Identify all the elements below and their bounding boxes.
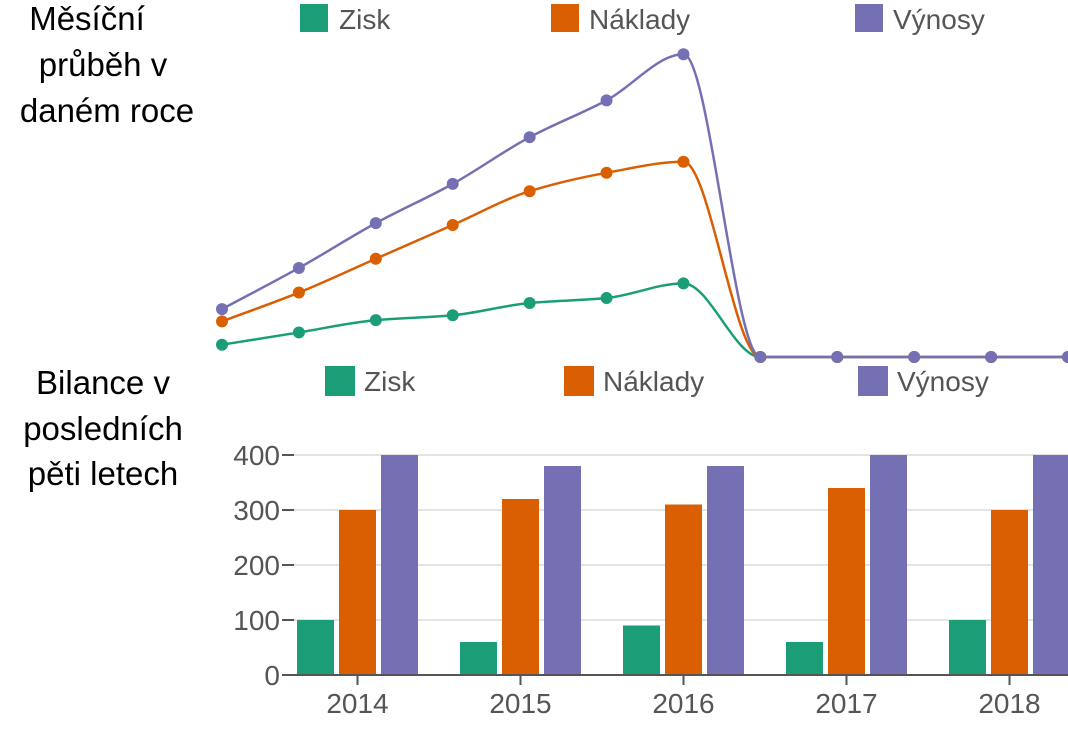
y-tick-label-300: 300 xyxy=(233,495,280,526)
line-point-vynosy-12 xyxy=(1062,351,1068,363)
bar-chart-title-line-3: pěti letech xyxy=(28,455,178,492)
bar-naklady-2016 xyxy=(665,504,702,675)
line-point-naklady-4 xyxy=(446,218,459,231)
y-tick-label-200: 200 xyxy=(233,550,280,581)
line-point-zisk-7 xyxy=(677,277,690,290)
line-point-vynosy-7 xyxy=(677,48,690,61)
legend-swatch-zisk xyxy=(325,366,355,396)
line-point-vynosy-3 xyxy=(369,217,382,230)
legend-swatch-vynosy xyxy=(855,4,883,32)
line-point-naklady-2 xyxy=(292,286,305,299)
bar-zisk-2017 xyxy=(786,642,823,675)
bar-vynosy-2014 xyxy=(381,455,418,675)
bar-zisk-2016 xyxy=(623,625,660,675)
line-series-vynosy xyxy=(221,53,1068,359)
line-series-naklady xyxy=(221,160,1068,359)
line-point-naklady-7 xyxy=(677,155,690,168)
line-chart-title-line-1: Měsíční xyxy=(29,0,145,37)
line-point-vynosy-9 xyxy=(831,351,844,363)
line-point-vynosy-4 xyxy=(446,177,459,190)
legend-label-zisk: Zisk xyxy=(339,4,391,35)
bar-zisk-2018 xyxy=(949,620,986,675)
legend-label-vynosy: Výnosy xyxy=(893,4,985,35)
line-point-vynosy-1 xyxy=(216,303,228,316)
x-tick-label-2016: 2016 xyxy=(652,688,714,719)
bar-vynosy-2018 xyxy=(1033,455,1068,675)
bar-vynosy-2017 xyxy=(870,455,907,675)
x-tick-label-2014: 2014 xyxy=(326,688,388,719)
y-tick-label-400: 400 xyxy=(233,440,280,471)
bar-axis-group: 0 100 200 300 400 2014 2015 2016 2017 2018 xyxy=(233,440,1068,719)
bar-naklady-2018 xyxy=(991,510,1028,675)
monthly-line-chart: Měsíční průběh v daném roce Zisk Náklady… xyxy=(20,0,1068,363)
line-chart-legend: Zisk Náklady Výnosy xyxy=(300,4,985,35)
line-point-zisk-1 xyxy=(216,338,228,351)
x-tick-label-2015: 2015 xyxy=(489,688,551,719)
legend-swatch-naklady xyxy=(551,4,579,32)
line-point-naklady-5 xyxy=(523,185,536,198)
bar-zisk-2015 xyxy=(460,642,497,675)
bar-naklady-2014 xyxy=(339,510,376,675)
bar-chart-title-line-1: Bilance v xyxy=(36,364,170,401)
legend-label-vynosy: Výnosy xyxy=(897,366,989,397)
bar-chart-legend: Zisk Náklady Výnosy xyxy=(325,366,989,397)
y-tick-label-100: 100 xyxy=(233,605,280,636)
bar-bars-group xyxy=(297,455,1068,675)
x-tick-label-2018: 2018 xyxy=(978,688,1040,719)
line-points-group xyxy=(216,48,1068,363)
line-point-vynosy-2 xyxy=(292,261,305,274)
bar-zisk-2014 xyxy=(297,620,334,675)
bar-vynosy-2015 xyxy=(544,466,581,675)
legend-label-naklady: Náklady xyxy=(603,366,704,397)
line-series-group xyxy=(221,53,1068,359)
line-point-vynosy-6 xyxy=(600,94,613,107)
line-point-zisk-2 xyxy=(292,326,305,339)
line-chart-title-line-3: daném roce xyxy=(20,92,194,129)
line-point-naklady-3 xyxy=(369,252,382,265)
line-point-naklady-1 xyxy=(216,315,228,328)
legend-swatch-zisk xyxy=(300,4,328,32)
line-point-zisk-6 xyxy=(600,292,613,305)
line-point-naklady-6 xyxy=(600,166,613,179)
y-tick-label-0: 0 xyxy=(264,660,280,691)
bar-vynosy-2016 xyxy=(707,466,744,675)
line-point-vynosy-5 xyxy=(523,131,536,144)
line-point-zisk-5 xyxy=(523,296,536,309)
line-series-zisk xyxy=(221,282,1068,359)
x-tick-label-2017: 2017 xyxy=(815,688,877,719)
legend-label-naklady: Náklady xyxy=(589,4,690,35)
line-point-vynosy-10 xyxy=(908,351,921,363)
line-point-vynosy-11 xyxy=(985,351,998,363)
legend-swatch-naklady xyxy=(564,366,594,396)
line-point-zisk-3 xyxy=(369,314,382,327)
legend-label-zisk: Zisk xyxy=(364,366,416,397)
bar-chart-title-line-2: posledních xyxy=(23,410,183,447)
legend-swatch-vynosy xyxy=(858,366,888,396)
bar-naklady-2015 xyxy=(502,499,539,675)
line-point-zisk-4 xyxy=(446,309,459,322)
line-point-vynosy-8 xyxy=(754,351,767,363)
line-chart-title-line-2: průběh v xyxy=(39,46,168,83)
bar-naklady-2017 xyxy=(828,488,865,675)
yearly-bar-chart: Bilance v posledních pěti letech Zisk Ná… xyxy=(23,364,1068,719)
